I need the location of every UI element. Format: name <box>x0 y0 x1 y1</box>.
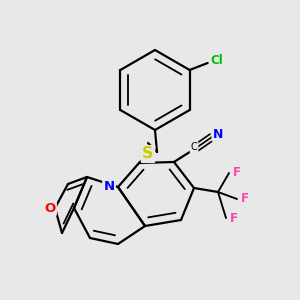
Text: N: N <box>103 181 115 194</box>
Text: C: C <box>190 142 197 152</box>
Text: O: O <box>44 202 56 214</box>
Text: Cl: Cl <box>210 53 223 67</box>
Text: F: F <box>241 193 249 206</box>
Text: F: F <box>230 212 238 224</box>
Text: S: S <box>142 146 154 161</box>
Text: F: F <box>233 167 241 179</box>
Text: N: N <box>213 128 223 140</box>
